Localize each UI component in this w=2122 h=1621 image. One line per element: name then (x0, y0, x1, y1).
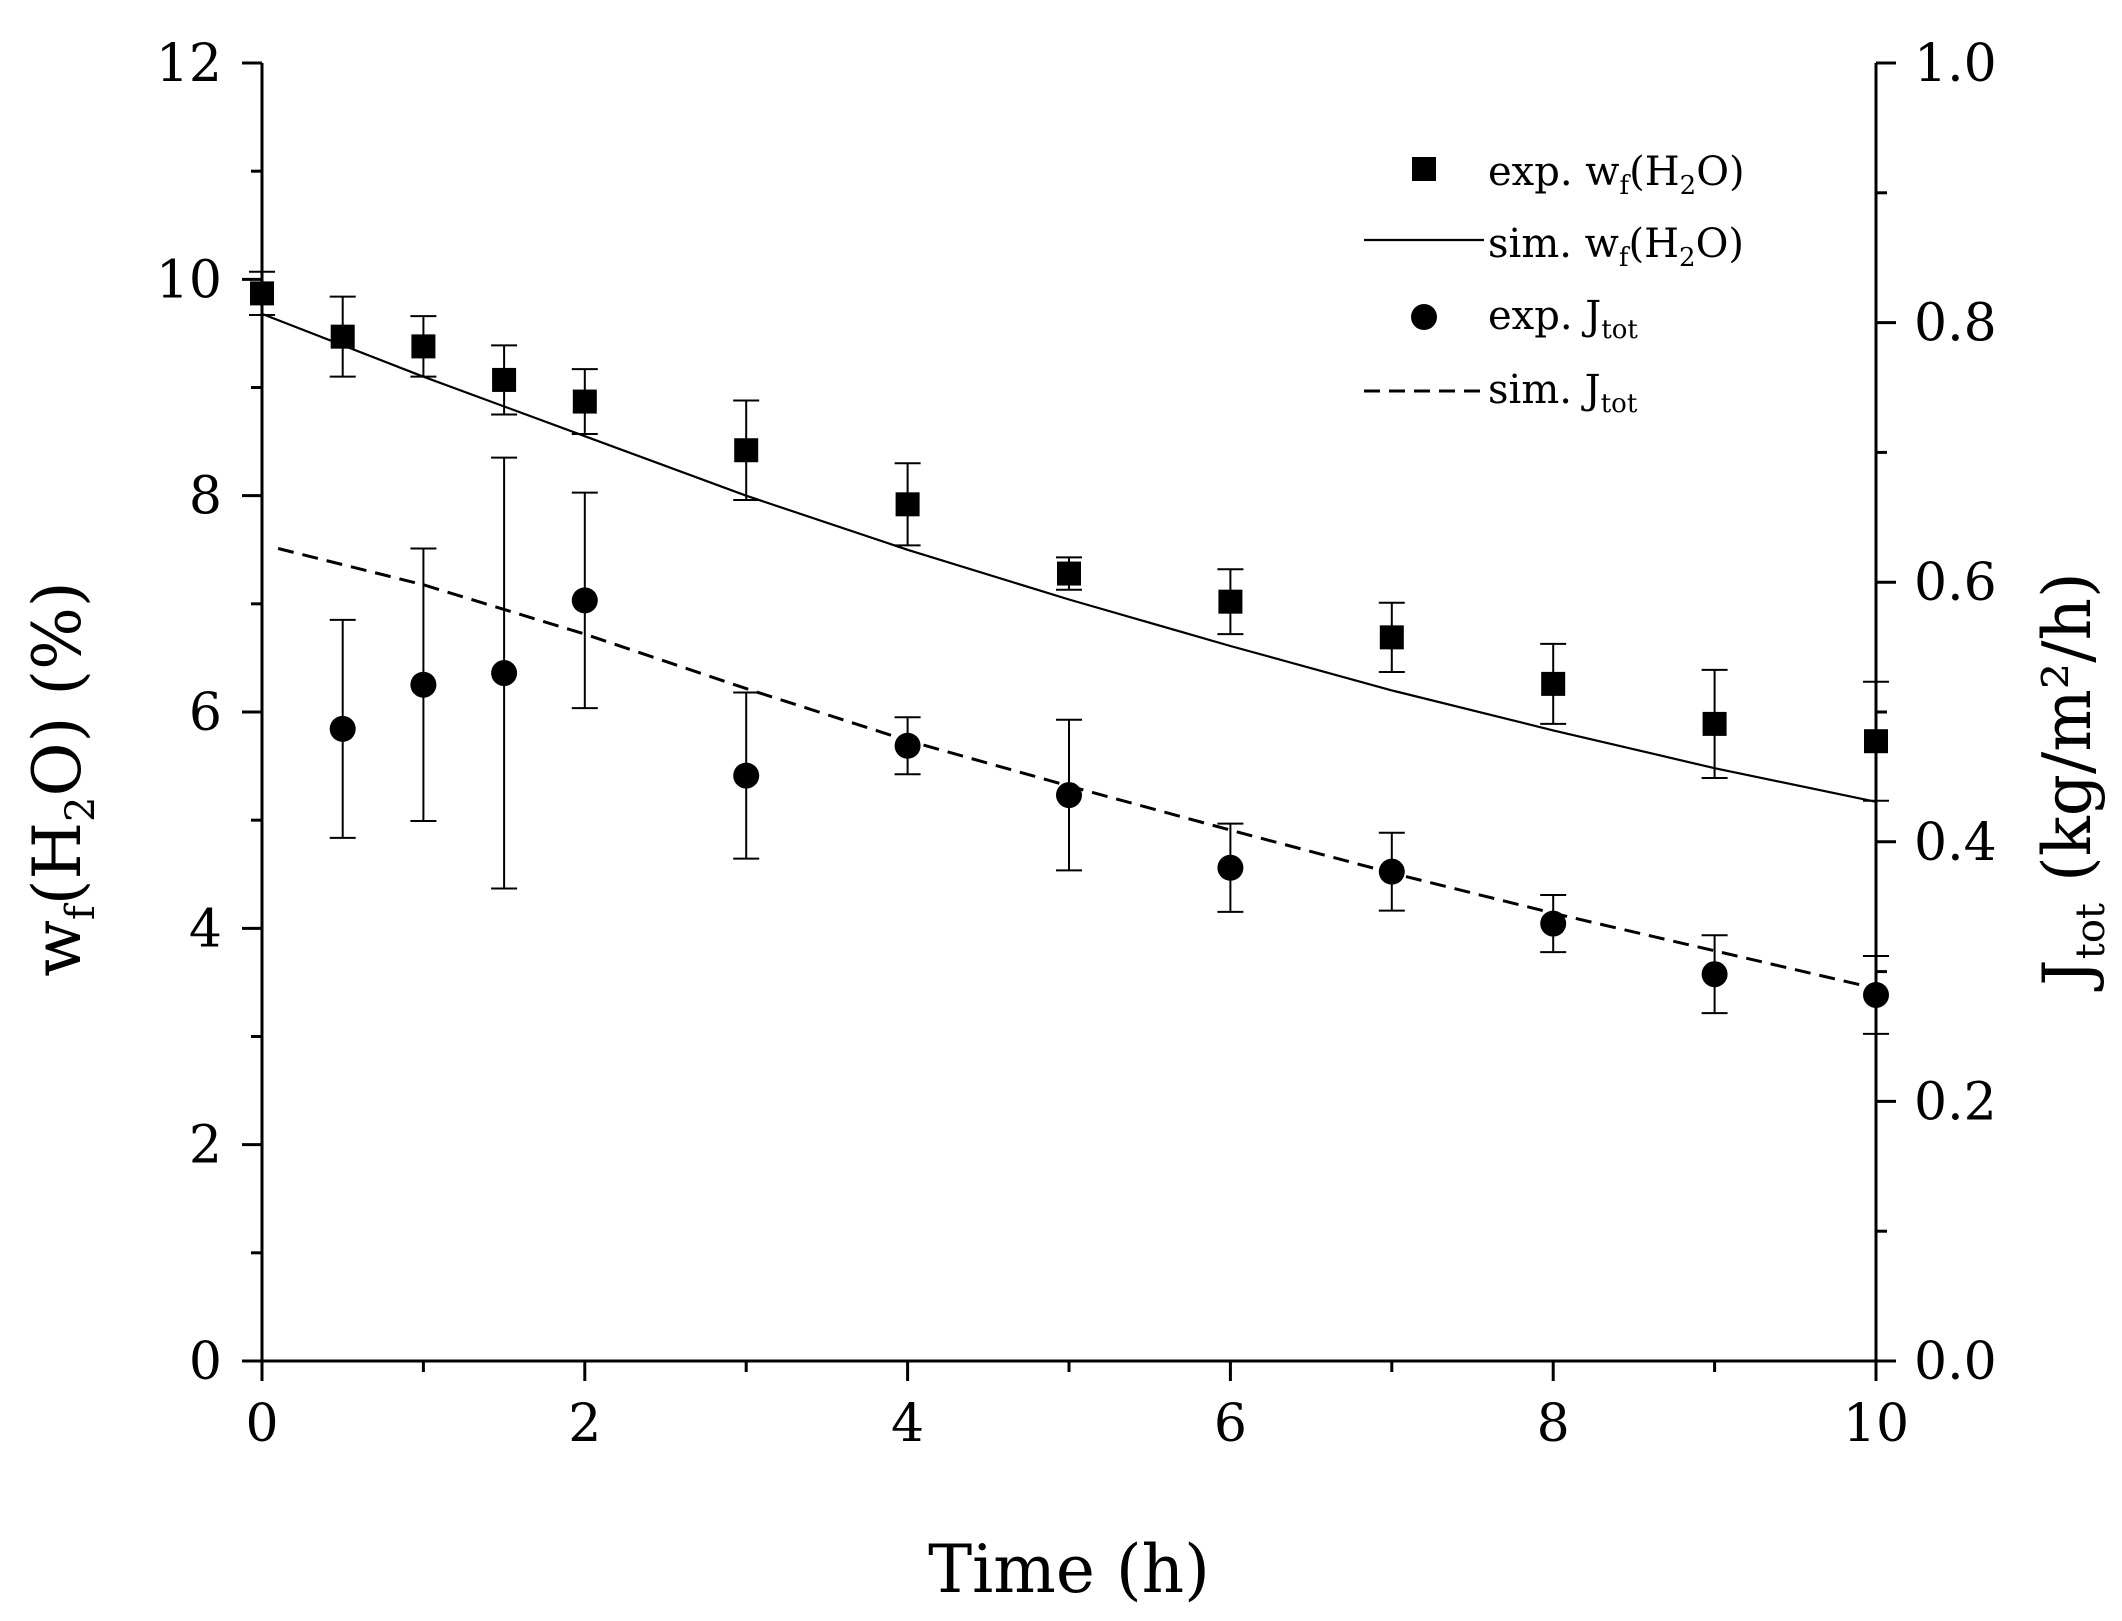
y2-tick-label: 0.2 (1914, 1072, 1997, 1132)
data-point-circle (1701, 961, 1728, 988)
y2-axis-title: Jtot (kg/m²/h) (2029, 572, 2114, 991)
data-point-circle (733, 762, 760, 789)
data-point-circle (1540, 910, 1567, 937)
y-tick-label: 0 (189, 1332, 222, 1392)
plot-series (249, 270, 1889, 1035)
data-point-circle (491, 660, 518, 687)
data-point-circle (1863, 981, 1889, 1008)
y-tick-label: 6 (189, 683, 222, 743)
data-point-square (411, 334, 436, 359)
x-tick-label: 2 (568, 1394, 601, 1454)
legend-label-sim-wf: sim. wf(H2O) (1488, 221, 1744, 273)
data-point-circle (1217, 854, 1244, 881)
x-tick-label: 4 (891, 1394, 924, 1454)
y2-tick-label: 0.8 (1914, 294, 1997, 354)
y2-tick-label: 1.0 (1914, 34, 1997, 94)
data-point-square (492, 367, 517, 392)
y-tick-label: 2 (189, 1116, 222, 1176)
y-axis-title: wf(H2O) (%) (19, 581, 104, 976)
data-point-circle (329, 715, 356, 742)
svg-text:Jtot (kg/m²/h): Jtot (kg/m²/h) (2029, 572, 2114, 991)
data-point-square (572, 389, 597, 414)
y2-tick-label: 0.4 (1914, 813, 1997, 873)
plot-frame (242, 61, 1896, 1381)
sim-jtot-line (277, 547, 1877, 990)
y2-tick-label: 0.0 (1914, 1332, 1997, 1392)
data-point-square (734, 438, 759, 463)
data-point-square (895, 492, 920, 517)
y-tick-label: 4 (189, 899, 222, 959)
legend-label-exp-wf: exp. wf(H2O) (1488, 149, 1745, 201)
sim-wf-line (261, 312, 1877, 803)
data-point-square (250, 281, 274, 306)
data-point-square (1541, 671, 1566, 696)
x-tick-label: 0 (245, 1394, 278, 1454)
data-point-square (1702, 711, 1727, 736)
legend-label-exp-jtot: exp. Jtot (1488, 293, 1638, 345)
data-point-square (1218, 589, 1243, 614)
x-axis-title: Time (h) (928, 1531, 1210, 1608)
data-point-circle (894, 732, 921, 759)
data-point-square (1379, 625, 1404, 650)
tick-labels: 0 2 4 6 8 10 0 2 4 6 8 10 12 0.0 0.2 0.4 0.6 0.8 1.0 (156, 34, 1997, 1454)
y-tick-label: 12 (156, 34, 222, 94)
data-point-circle (571, 587, 598, 614)
legend: exp. wf(H2O) sim. wf(H2O) exp. Jtot sim.… (1364, 149, 1745, 419)
x-tick-label: 10 (1843, 1394, 1909, 1454)
svg-text:wf(H2O) (%): wf(H2O) (%) (19, 581, 104, 976)
legend-label-sim-jtot: sim. Jtot (1488, 367, 1638, 419)
data-point-circle (410, 671, 437, 698)
y-tick-label: 10 (156, 250, 222, 310)
legend-marker-circle (1411, 304, 1437, 330)
data-point-square (1864, 729, 1888, 754)
y-tick-label: 8 (189, 467, 222, 527)
x-tick-label: 6 (1214, 1394, 1247, 1454)
legend-marker-square (1412, 157, 1436, 181)
x-tick-label: 8 (1537, 1394, 1570, 1454)
data-point-square (1057, 561, 1081, 586)
y2-tick-label: 0.6 (1914, 553, 1997, 613)
